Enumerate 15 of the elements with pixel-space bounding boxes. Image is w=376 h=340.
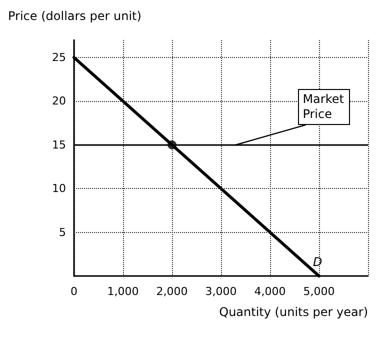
x-tick-label: 0 <box>70 285 78 298</box>
y-axis-title: Price (dollars per unit) <box>8 9 142 23</box>
y-tick-label: 15 <box>52 138 66 152</box>
ref-line-label: Market Price <box>298 88 350 125</box>
x-tick-label: 3,000 <box>205 285 237 298</box>
x-axis-title: Quantity (units per year) <box>219 305 368 319</box>
y-tick-label: 5 <box>59 226 66 239</box>
x-tick-label: 2,000 <box>156 285 188 298</box>
y-tick-label: 10 <box>52 182 66 196</box>
x-tick-label: 1,000 <box>107 285 139 298</box>
series-label: D <box>313 255 322 269</box>
y-tick-label: 25 <box>52 50 66 64</box>
x-tick-label: 5,000 <box>303 285 335 298</box>
x-tick-label: 4,000 <box>254 285 286 298</box>
y-tick-label: 20 <box>52 94 66 108</box>
